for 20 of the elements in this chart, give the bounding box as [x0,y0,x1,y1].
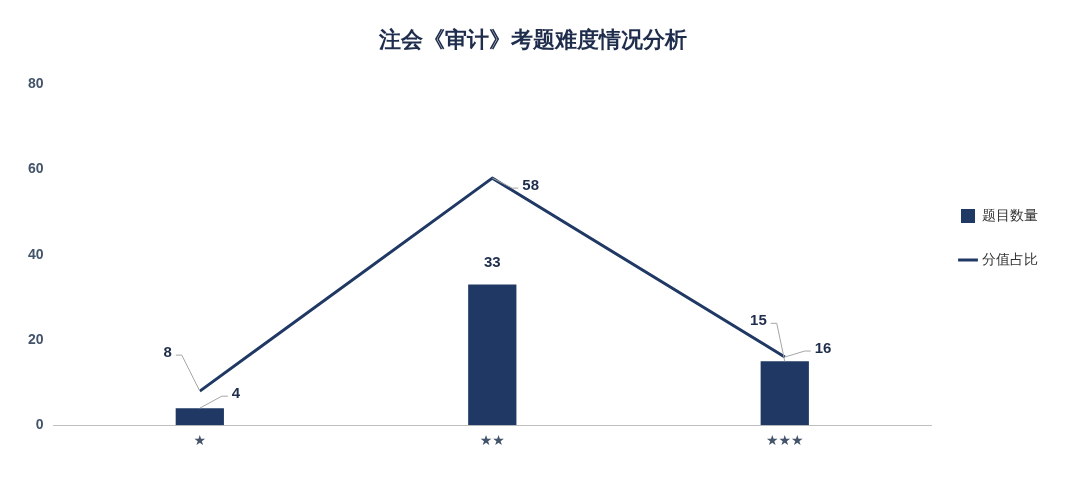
legend-label: 分值占比 [982,250,1038,267]
bar [175,408,224,426]
data-label: 58 [522,176,539,194]
bar [468,284,517,426]
y-tick-label: 80 [27,75,44,92]
x-tick-label: ★★★ [765,432,804,449]
y-tick-label: 0 [35,416,44,433]
data-label: 15 [750,311,767,329]
y-tick-label: 60 [27,160,44,177]
bar [760,361,809,426]
legend-label: 题目数量 [982,206,1038,223]
x-tick-label: ★★ [479,432,505,449]
data-label: 8 [163,343,172,361]
y-tick-label: 20 [27,330,44,347]
data-label: 4 [231,384,241,402]
data-label: 16 [814,339,832,357]
x-tick-label: ★ [193,432,207,449]
data-label: 33 [483,252,501,270]
y-tick-label: 40 [27,245,44,262]
chart-title: 注会《审计》考题难度情况分析 [378,27,687,53]
